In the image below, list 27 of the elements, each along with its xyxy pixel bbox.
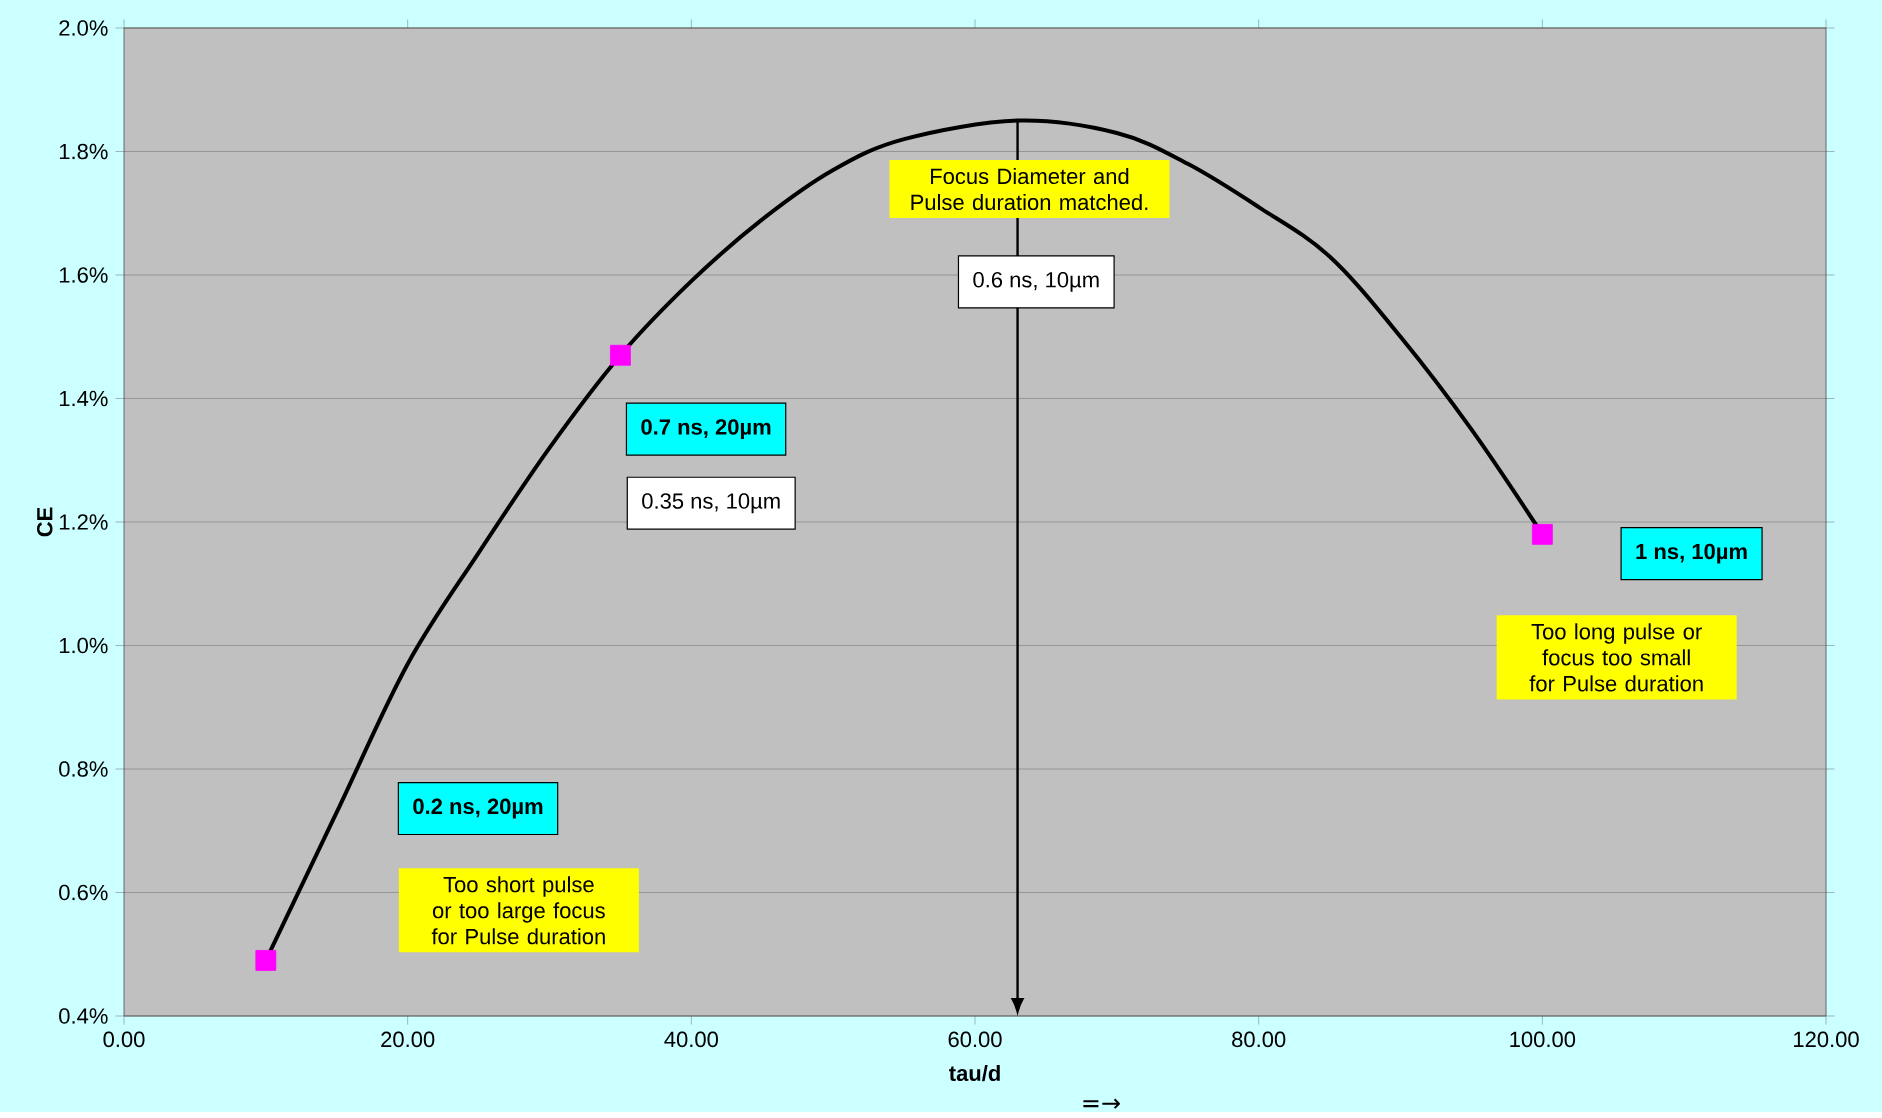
- annotation: 1 ns, 10µm: [1636, 543, 1747, 564]
- x-tick-label: 120.00: [1794, 1031, 1859, 1048]
- annotation: 0.7 ns, 20µm: [641, 419, 771, 440]
- text: =→: [1083, 1098, 1120, 1109]
- annotation: 0.6 ns, 10µm: [973, 272, 1099, 292]
- y-tick-label: 0.6%: [59, 884, 108, 901]
- x-tick-label: 100.00: [1510, 1031, 1576, 1048]
- y-tick-label: 1.6%: [59, 267, 108, 283]
- y-tick-label: 1.8%: [59, 143, 108, 160]
- annotation: Focus Diameter and Pulse duration matched.: [911, 168, 1148, 211]
- annotation: Too long pulse or focus too small for Pulse duration: [1529, 623, 1703, 692]
- annotation: Too short pulse or too large focus for Pulse duration: [431, 876, 605, 945]
- x-tick-label: 40.00: [664, 1031, 718, 1048]
- y-tick-label: 0.4%: [59, 1008, 108, 1024]
- annotation: 0.2 ns, 20µm: [413, 798, 543, 819]
- x-tick-label: 60.00: [948, 1031, 1002, 1048]
- y-tick-label: 1.2%: [59, 514, 108, 530]
- y-axis-title: CE: [36, 507, 53, 537]
- y-tick-label: 1.0%: [59, 637, 108, 654]
- annotation: 0.35 ns, 10µm: [642, 493, 780, 514]
- x-tick-label: 20.00: [381, 1031, 435, 1048]
- x-axis-title: tau/d: [949, 1064, 1000, 1082]
- y-tick-label: 0.8%: [59, 761, 108, 777]
- x-tick-label: 80.00: [1232, 1031, 1286, 1048]
- y-tick-label: 1.4%: [59, 390, 108, 407]
- x-tick-label: 0.00: [103, 1031, 145, 1048]
- y-tick-label: 2.0%: [59, 20, 108, 36]
